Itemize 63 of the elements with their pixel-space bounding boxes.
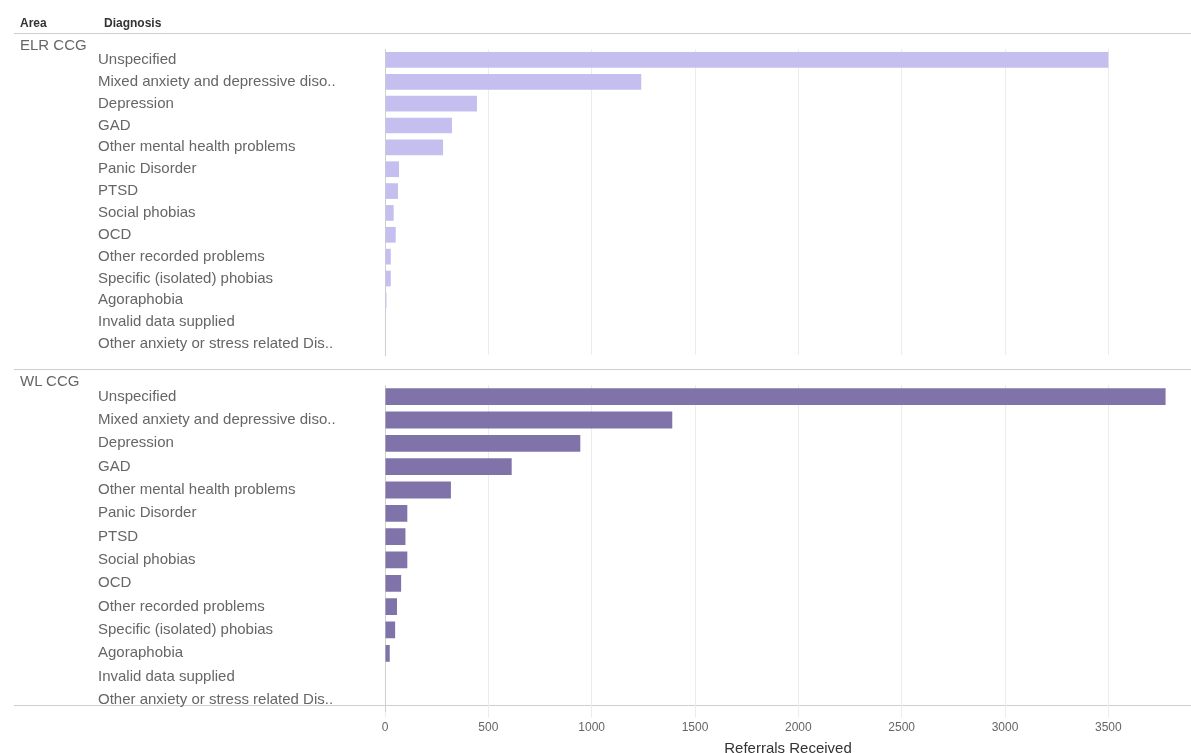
y-tick-label: OCD	[98, 224, 132, 242]
y-tick-label: Panic Disorder	[98, 503, 197, 521]
bar	[385, 226, 396, 243]
y-tick-label: Invalid data supplied	[98, 312, 235, 330]
bar	[385, 551, 408, 569]
y-tick-label: Mixed anxiety and depressive diso..	[98, 71, 336, 89]
y-tick-label: Panic Disorder	[98, 159, 197, 177]
y-tick-label: Unspecified	[98, 50, 177, 68]
text: Area	[20, 16, 47, 30]
y-tick-label: Agoraphobia	[98, 643, 184, 661]
y-tick-label: Agoraphobia	[98, 290, 184, 308]
x-tick-label: 0	[381, 720, 389, 735]
bar	[385, 644, 390, 662]
y-tick-label: Mixed anxiety and depressive diso..	[98, 410, 336, 428]
y-tick-label: Unspecified	[98, 386, 177, 404]
bar	[385, 388, 1166, 406]
x-tick-label: 2000	[784, 720, 812, 735]
y-tick-label: Invalid data supplied	[98, 666, 235, 684]
bar	[385, 458, 512, 476]
y-tick-label: GAD	[98, 456, 131, 474]
x-tick-label: 1500	[681, 720, 709, 735]
bar	[385, 598, 397, 616]
x-axis-title: Referrals Received	[724, 739, 852, 753]
y-tick-label: Other recorded problems	[98, 596, 265, 614]
bar	[385, 270, 391, 287]
y-tick-label: Social phobias	[98, 550, 196, 568]
bar	[385, 574, 402, 592]
text: WL CCG	[20, 372, 80, 389]
bar	[385, 117, 452, 134]
bar	[385, 183, 399, 199]
bar	[385, 411, 673, 429]
y-tick-label: Other anxiety or stress related Dis..	[98, 334, 334, 352]
y-tick-label: Other recorded problems	[98, 246, 265, 264]
x-tick-label: 1000	[578, 720, 606, 735]
bar	[385, 73, 642, 90]
y-tick-label: OCD	[98, 573, 132, 591]
y-tick-label: Depression	[98, 433, 174, 451]
x-tick-label: 3500	[1094, 720, 1122, 735]
y-tick-label: PTSD	[98, 181, 139, 199]
text: ELR CCG	[20, 36, 87, 53]
bar	[385, 139, 444, 156]
y-tick-label: Depression	[98, 93, 174, 111]
bar	[385, 205, 394, 221]
bar	[385, 52, 1109, 68]
bar	[385, 434, 581, 452]
bar	[385, 481, 451, 499]
y-tick-label: Specific (isolated) phobias	[98, 268, 274, 286]
bar	[385, 95, 477, 112]
y-tick-label: GAD	[98, 115, 131, 133]
x-tick-label: 2500	[888, 720, 916, 735]
y-tick-label: Other mental health problems	[98, 480, 296, 498]
bar	[385, 161, 400, 178]
bar	[385, 248, 391, 265]
y-tick-label: Other anxiety or stress related Dis..	[98, 690, 334, 708]
y-tick-label: Specific (isolated) phobias	[98, 620, 274, 638]
text: Diagnosis	[104, 16, 162, 30]
bar	[385, 504, 408, 522]
bar	[385, 528, 406, 546]
x-tick-label: 500	[478, 720, 499, 735]
x-tick-label: 3000	[991, 720, 1019, 735]
y-tick-label: Other mental health problems	[98, 137, 296, 155]
y-tick-label: Social phobias	[98, 203, 196, 221]
y-tick-label: PTSD	[98, 526, 139, 544]
